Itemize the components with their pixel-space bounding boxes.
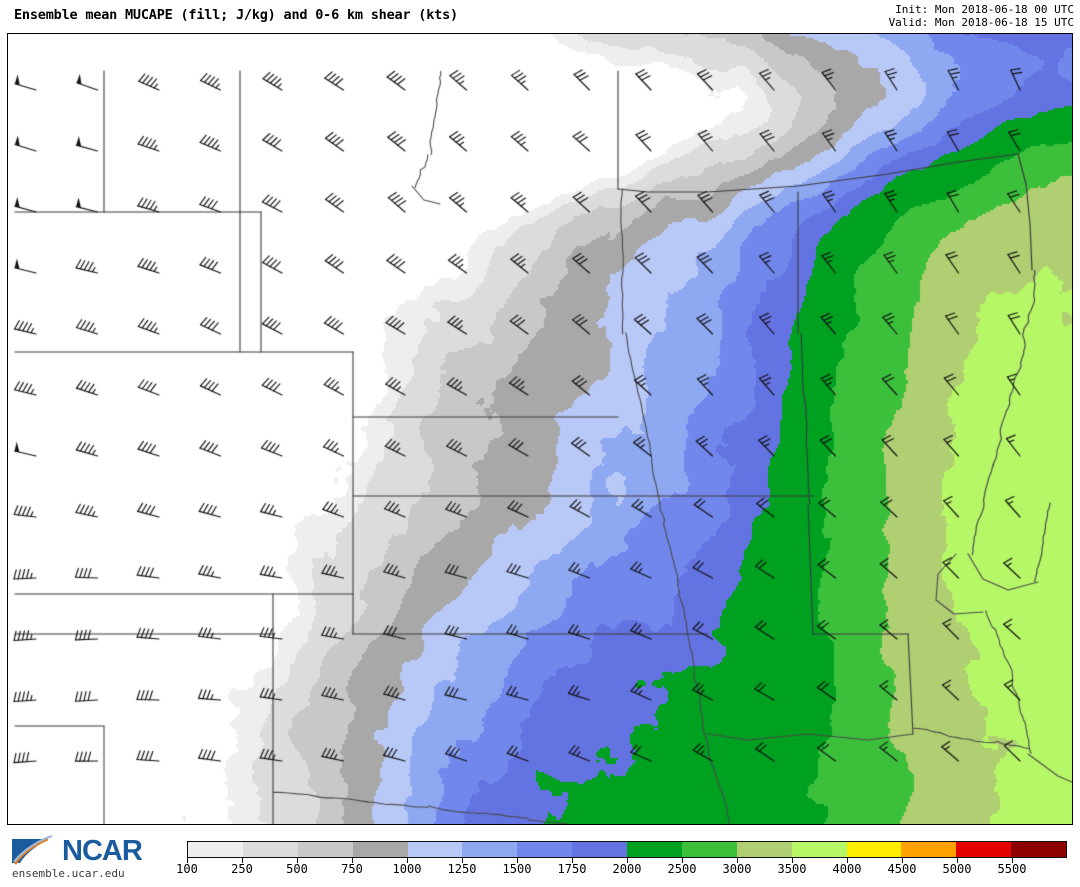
colorbar-tick bbox=[187, 858, 188, 863]
colorbar-label-4000: 4000 bbox=[832, 862, 862, 876]
colorbar-tick bbox=[572, 858, 573, 863]
colorbar-ticks bbox=[187, 858, 1067, 864]
colorbar-band-1500 bbox=[517, 842, 573, 857]
colorbar-tick bbox=[242, 858, 243, 863]
colorbar-label-1500: 1500 bbox=[502, 862, 532, 876]
colorbar-tick bbox=[352, 858, 353, 863]
colorbar-tick bbox=[462, 858, 463, 863]
colorbar-tick bbox=[737, 858, 738, 863]
ncar-swoosh-icon bbox=[12, 834, 53, 865]
colorbar-tick bbox=[407, 858, 408, 863]
colorbar-tick bbox=[847, 858, 848, 863]
colorbar-tick bbox=[297, 858, 298, 863]
colorbar-label-2500: 2500 bbox=[667, 862, 697, 876]
colorbar-band-3500 bbox=[791, 842, 847, 857]
colorbar-tick bbox=[627, 858, 628, 863]
colorbar-labels: 100 250 500 750 1000 1250 1500 1750 2000 2500 3000… bbox=[0, 862, 1080, 880]
colorbar bbox=[187, 841, 1067, 858]
colorbar-tick bbox=[682, 858, 683, 863]
colorbar-band-1000 bbox=[407, 842, 463, 857]
forecast-times: Init: Mon 2018-06-18 00 UTC Valid: Mon 2… bbox=[889, 3, 1074, 29]
mucape-map-canvas[interactable] bbox=[8, 34, 1072, 824]
colorbar-label-5500: 5500 bbox=[997, 862, 1027, 876]
colorbar-label-5000: 5000 bbox=[942, 862, 972, 876]
colorbar-band-100 bbox=[188, 842, 243, 857]
colorbar-band-750 bbox=[352, 842, 408, 857]
colorbar-label-3000: 3000 bbox=[722, 862, 752, 876]
colorbar-label-500: 500 bbox=[286, 862, 308, 876]
page-title: Ensemble mean MUCAPE (fill; J/kg) and 0-… bbox=[14, 7, 458, 23]
colorbar-band-5000 bbox=[956, 842, 1012, 857]
valid-time: Valid: Mon 2018-06-18 15 UTC bbox=[888, 16, 1074, 29]
colorbar-band-500 bbox=[297, 842, 353, 857]
colorbar-band-3000 bbox=[736, 842, 792, 857]
ncar-wordmark: NCAR bbox=[62, 835, 143, 867]
colorbar-band-250 bbox=[242, 842, 298, 857]
colorbar-label-750: 750 bbox=[341, 862, 363, 876]
init-time: Init: Mon 2018-06-18 00 UTC bbox=[895, 3, 1074, 16]
colorbar-label-4500: 4500 bbox=[887, 862, 917, 876]
colorbar-band-1250 bbox=[462, 842, 518, 857]
ncar-url: ensemble.ucar.edu bbox=[12, 867, 125, 880]
colorbar-band-1750 bbox=[572, 842, 627, 857]
colorbar-label-100: 100 bbox=[176, 862, 198, 876]
colorbar-label-250: 250 bbox=[231, 862, 253, 876]
colorbar-label-3500: 3500 bbox=[777, 862, 807, 876]
ncar-logo[interactable]: NCAR ensemble.ucar.edu bbox=[6, 833, 178, 883]
colorbar-tick bbox=[792, 858, 793, 863]
colorbar-label-1000: 1000 bbox=[392, 862, 422, 876]
colorbar-label-2000: 2000 bbox=[612, 862, 642, 876]
colorbar-band-5500 bbox=[1011, 842, 1066, 857]
colorbar-band-2000 bbox=[627, 842, 682, 857]
map-frame[interactable] bbox=[7, 33, 1073, 825]
colorbar-label-1250: 1250 bbox=[447, 862, 477, 876]
colorbar-tick bbox=[902, 858, 903, 863]
colorbar-tick bbox=[517, 858, 518, 863]
colorbar-band-2500 bbox=[681, 842, 737, 857]
colorbar-band-4500 bbox=[901, 842, 957, 857]
colorbar-tick bbox=[957, 858, 958, 863]
colorbar-band-4000 bbox=[846, 842, 902, 857]
colorbar-tick bbox=[1012, 858, 1013, 863]
colorbar-label-1750: 1750 bbox=[557, 862, 587, 876]
